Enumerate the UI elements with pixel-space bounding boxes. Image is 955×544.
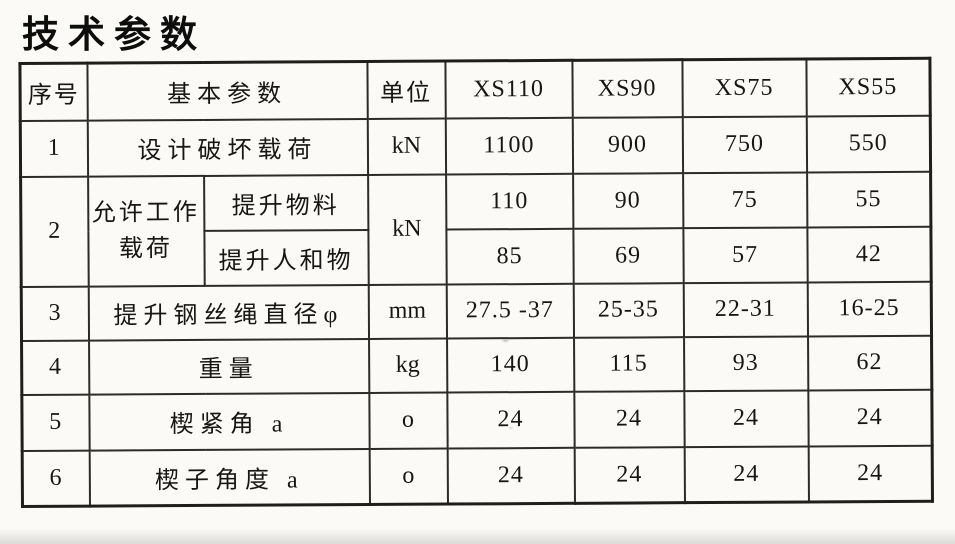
value-cell: 22-31 <box>683 281 808 337</box>
col-header-xs110: XS110 <box>444 60 573 119</box>
value-cell: 55 <box>806 171 931 227</box>
value-cell: 90 <box>572 172 683 229</box>
value-cell: 69 <box>572 227 684 284</box>
value-cell: 93 <box>683 335 808 391</box>
row-number-cell: 1 <box>20 120 88 177</box>
row-number-cell: 4 <box>21 340 89 395</box>
col-header-unit: 单位 <box>366 61 446 119</box>
value-cell: 57 <box>682 226 808 283</box>
value-cell: 24 <box>684 445 809 503</box>
value-cell: 1100 <box>445 117 573 175</box>
table-row-2-sub-1: 2 允许工作载荷 提升物料 kN 110 90 75 55 <box>20 171 931 287</box>
scan-artifact <box>501 338 510 343</box>
unit-cell: kN <box>367 118 446 175</box>
param-group-cell: 允许工作载荷 <box>87 175 205 287</box>
value-cell: 550 <box>806 115 931 172</box>
value-cell: 110 <box>445 173 573 230</box>
row-number-cell: 2 <box>20 176 89 287</box>
scan-edge-shadow <box>0 528 955 544</box>
value-cell: 62 <box>807 335 932 390</box>
page-title: 技术参数 <box>22 14 206 55</box>
col-header-no: 序号 <box>19 63 88 121</box>
table-wrapper: 序号 基本参数 单位 XS110 XS90 XS75 XS55 1 设计破坏载荷… <box>18 56 934 508</box>
row-number-cell: 6 <box>22 450 90 507</box>
value-cell: 27.5 -37 <box>446 283 574 339</box>
value-cell: 24 <box>573 390 685 448</box>
value-cell: 115 <box>573 336 684 392</box>
value-cell: 24 <box>446 391 575 449</box>
value-cell: 24 <box>447 447 575 505</box>
technical-parameters-table: 序号 基本参数 单位 XS110 XS90 XS75 XS55 1 设计破坏载荷… <box>18 56 934 508</box>
table-row-3: 3 提升钢丝绳直径φ mm 27.5 -37 25-35 22-31 16-25 <box>21 281 932 341</box>
col-header-param: 基本参数 <box>86 61 368 121</box>
unit-cell: o <box>368 392 448 449</box>
param-name-cell: 楔子角度 a <box>89 448 370 507</box>
table-row-6: 6 楔子角度 a o 24 24 24 24 <box>22 445 933 507</box>
param-name-cell: 重量 <box>88 338 369 395</box>
unit-cell: kN <box>367 174 447 285</box>
value-cell: 140 <box>446 337 574 393</box>
param-name-cell: 提升钢丝绳直径φ <box>88 284 369 341</box>
col-header-xs55: XS55 <box>805 58 931 116</box>
table-header-row: 序号 基本参数 单位 XS110 XS90 XS75 XS55 <box>19 58 931 121</box>
table-row-1: 1 设计破坏载荷 kN 1100 900 750 550 <box>20 115 931 177</box>
value-cell: 900 <box>572 116 683 174</box>
scan-artifact <box>508 426 514 430</box>
value-cell: 24 <box>574 446 685 504</box>
value-cell: 750 <box>682 115 807 173</box>
row-number-cell: 5 <box>21 394 90 451</box>
value-cell: 25-35 <box>573 282 684 338</box>
sub-param-cell: 提升人和物 <box>203 229 369 286</box>
unit-cell: o <box>369 448 448 505</box>
table-row-5: 5 楔紧角 a o 24 24 24 24 <box>21 389 933 451</box>
value-cell: 24 <box>808 445 933 502</box>
param-name-cell: 楔紧角 a <box>88 392 370 451</box>
value-cell: 16-25 <box>807 281 932 336</box>
col-header-xs90: XS90 <box>571 59 683 118</box>
row-number-cell: 3 <box>21 286 89 341</box>
unit-cell: mm <box>368 284 447 339</box>
sub-param-cell: 提升物料 <box>203 174 368 231</box>
param-name-cell: 设计破坏载荷 <box>87 118 368 177</box>
value-cell: 75 <box>682 171 807 228</box>
value-cell: 24 <box>807 389 933 446</box>
value-cell: 24 <box>683 389 809 447</box>
col-header-xs75: XS75 <box>681 58 807 117</box>
unit-cell: kg <box>368 338 447 393</box>
value-cell: 42 <box>806 226 932 282</box>
table-row-4: 4 重量 kg 140 115 93 62 <box>21 335 932 395</box>
value-cell: 85 <box>445 228 574 285</box>
